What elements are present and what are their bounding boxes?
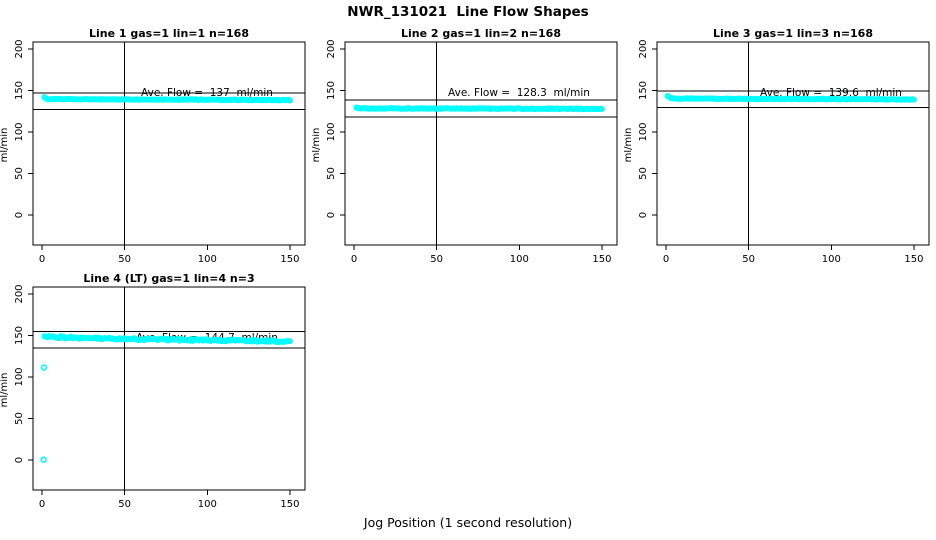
y-tick-label: 150 bbox=[14, 81, 25, 100]
flow-outlier-point bbox=[40, 364, 48, 371]
y-tick-label: 50 bbox=[638, 167, 649, 180]
x-tick-label: 100 bbox=[198, 254, 217, 265]
flow-data-points bbox=[353, 104, 605, 113]
x-axis: 0 50 100 150 bbox=[39, 490, 299, 510]
y-tick-label: 200 bbox=[638, 39, 649, 58]
x-tick-label: 150 bbox=[904, 254, 923, 265]
panel-title: Line 3 gas=1 lin=3 n=168 bbox=[713, 27, 873, 40]
x-tick-label: 0 bbox=[351, 254, 357, 265]
x-axis: 0 50 100 150 bbox=[39, 245, 299, 265]
x-tick-label: 100 bbox=[822, 254, 841, 265]
panel-title: Line 2 gas=1 lin=2 n=168 bbox=[401, 27, 561, 40]
plot-box bbox=[32, 286, 306, 491]
y-axis-title: ml/min bbox=[312, 128, 322, 163]
line-2-flow-chart: 0 50 100 150 0 50 100 150 200 ml/min Line 2 gas=1 … bbox=[311, 27, 618, 265]
y-axis: 0 50 100 150 200 bbox=[14, 39, 33, 218]
plot-box bbox=[656, 41, 930, 246]
y-tick-label: 200 bbox=[14, 284, 25, 303]
flow-data-points bbox=[40, 333, 293, 463]
flow-point bbox=[598, 106, 605, 113]
panel-line-4: 0 50 100 150 0 50 100 150 200 ml/min Line 4 (LT) g… bbox=[0, 270, 312, 515]
x-axis-label: Jog Position (1 second resolution) bbox=[363, 515, 573, 530]
x-tick-label: 50 bbox=[742, 254, 755, 265]
y-tick-label: 200 bbox=[14, 39, 25, 58]
y-tick-label: 50 bbox=[14, 167, 25, 180]
y-axis: 0 50 100 150 200 bbox=[638, 39, 657, 218]
x-tick-label: 0 bbox=[663, 254, 669, 265]
x-axis: 0 50 100 150 bbox=[663, 245, 923, 265]
panel-title: Line 1 gas=1 lin=1 n=168 bbox=[89, 27, 249, 40]
panel-title: Line 4 (LT) gas=1 lin=4 n=3 bbox=[83, 272, 254, 285]
y-tick-label: 0 bbox=[14, 457, 25, 463]
x-tick-label: 150 bbox=[280, 499, 299, 510]
y-tick-label: 200 bbox=[326, 39, 337, 58]
x-tick-label: 100 bbox=[198, 499, 217, 510]
flow-data-points bbox=[41, 94, 293, 104]
ave-flow-annotation: Ave. Flow = 137 ml/min bbox=[141, 87, 273, 99]
y-tick-label: 150 bbox=[638, 81, 649, 100]
y-tick-label: 150 bbox=[14, 326, 25, 345]
main-title: NWR_131021 Line Flow Shapes bbox=[347, 4, 589, 20]
y-tick-label: 100 bbox=[14, 367, 25, 386]
flow-data-points bbox=[664, 93, 917, 103]
x-tick-label: 150 bbox=[280, 254, 299, 265]
y-tick-label: 0 bbox=[14, 212, 25, 218]
line-1-flow-chart: 0 50 100 150 0 50 100 150 200 ml/min Line 1 gas=1 … bbox=[0, 27, 306, 265]
ave-flow-annotation: Ave. Flow = 128.3 ml/min bbox=[448, 87, 590, 99]
panel-line-3: 0 50 100 150 0 50 100 150 200 ml/min Line 3 gas=1 … bbox=[623, 25, 936, 270]
y-tick-label: 100 bbox=[326, 122, 337, 141]
flow-outlier-point bbox=[40, 456, 47, 463]
plot-box bbox=[32, 41, 306, 246]
y-tick-label: 0 bbox=[638, 212, 649, 218]
x-axis: 0 50 100 150 bbox=[351, 245, 611, 265]
y-axis-title: ml/min bbox=[624, 128, 634, 163]
x-tick-label: 150 bbox=[592, 254, 611, 265]
x-tick-label: 50 bbox=[118, 499, 131, 510]
y-tick-label: 0 bbox=[326, 212, 337, 218]
y-tick-label: 100 bbox=[14, 122, 25, 141]
line-3-flow-chart: 0 50 100 150 0 50 100 150 200 ml/min Line 3 gas=1 … bbox=[623, 27, 930, 265]
plot-box bbox=[344, 41, 618, 246]
y-tick-label: 50 bbox=[14, 412, 25, 425]
flow-point bbox=[910, 96, 917, 103]
y-axis: 0 50 100 150 200 bbox=[14, 284, 33, 463]
flow-point bbox=[286, 97, 293, 104]
x-tick-label: 50 bbox=[118, 254, 131, 265]
y-tick-label: 50 bbox=[326, 167, 337, 180]
x-tick-label: 100 bbox=[510, 254, 529, 265]
y-tick-label: 150 bbox=[326, 81, 337, 100]
y-axis-title: ml/min bbox=[0, 373, 10, 408]
y-axis-title: ml/min bbox=[0, 128, 10, 163]
y-tick-label: 100 bbox=[638, 122, 649, 141]
x-tick-label: 0 bbox=[39, 254, 45, 265]
x-tick-label: 50 bbox=[430, 254, 443, 265]
line-4-flow-chart: 0 50 100 150 0 50 100 150 200 ml/min Line 4 (LT) g… bbox=[0, 272, 306, 510]
y-axis: 0 50 100 150 200 bbox=[326, 39, 345, 218]
flow-point bbox=[286, 338, 293, 345]
x-tick-label: 0 bbox=[39, 499, 45, 510]
panel-line-2: 0 50 100 150 0 50 100 150 200 ml/min Line 2 gas=1 … bbox=[311, 25, 624, 270]
panel-line-1: 0 50 100 150 0 50 100 150 200 ml/min Line 1 gas=1 … bbox=[0, 25, 312, 270]
